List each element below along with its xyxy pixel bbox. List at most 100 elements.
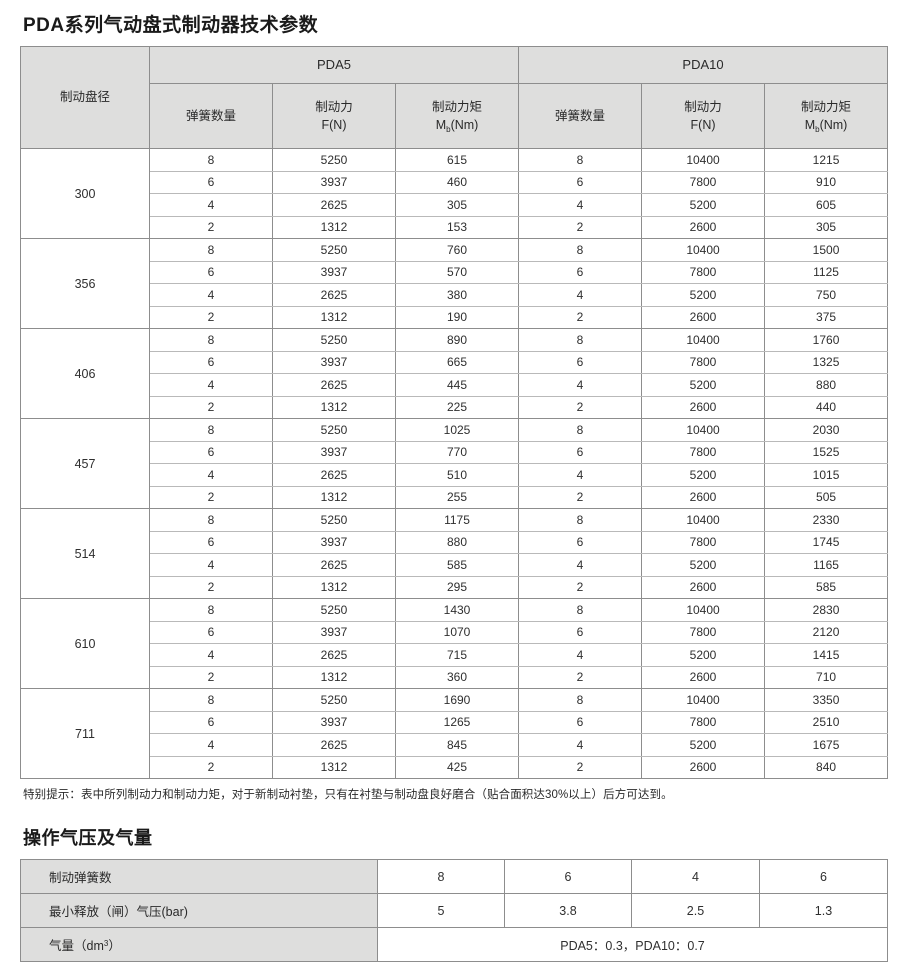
- pda10-springs-cell: 6: [518, 260, 643, 284]
- subheader-line1: 制动力: [684, 99, 722, 114]
- pda5-springs-cell: 2: [149, 755, 273, 779]
- pda5-springs-cell: 6: [149, 710, 273, 734]
- table-row: 711 8 5250 1690 8 10400 3350: [20, 688, 889, 779]
- pda10-springs-cell: 8: [518, 148, 643, 172]
- pda10-springs-cell: 4: [518, 553, 643, 577]
- header-row-groups: 制动盘径 PDA5 PDA10: [20, 46, 889, 149]
- pda5-torque-cell: 425: [394, 755, 520, 779]
- subheader-line2: F(N): [690, 118, 716, 132]
- pda10-force-cell: 2600: [641, 305, 766, 329]
- pressure-value: 3.8: [504, 893, 632, 928]
- column-header-diameter: 制动盘径: [20, 46, 150, 149]
- document-page: PDA系列气动盘式制动器技术参数 制动盘径 PDA5 PDA10 弹簧数量 制动: [0, 10, 907, 962]
- pda10-torque-cell: 440: [764, 395, 889, 419]
- pda5-torque-cell: 360: [394, 665, 520, 689]
- pda5-torque-cell: 1025: [394, 418, 520, 442]
- pda10-force-cell: 5200: [641, 643, 766, 667]
- table-row: 4 2625 305 4 5200 605: [21, 193, 889, 217]
- pda5-springs-cell: 4: [149, 283, 273, 307]
- pda5-force-cell: 5250: [272, 418, 396, 442]
- pda10-force-cell: 2600: [641, 665, 766, 689]
- pda5-springs-cell: 6: [149, 260, 273, 284]
- pda5-springs-cell: 6: [149, 350, 273, 374]
- pda5-torque-cell: 1690: [394, 688, 520, 712]
- diameter-cell: 514: [20, 508, 150, 599]
- pda5-force-cell: 2625: [272, 733, 396, 757]
- pda10-torque-cell: 1125: [764, 260, 889, 284]
- pda10-force-cell: 7800: [641, 260, 766, 284]
- pda10-springs-cell: 6: [518, 530, 643, 554]
- pda10-springs-cell: 6: [518, 620, 643, 644]
- pda5-springs-cell: 8: [149, 328, 273, 352]
- pda5-torque-cell: 880: [394, 530, 520, 554]
- pda10-torque-cell: 2030: [764, 418, 889, 442]
- pda10-springs-cell: 8: [518, 688, 643, 712]
- pda10-springs-cell: 6: [518, 710, 643, 734]
- pda5-springs-cell: 8: [149, 508, 273, 532]
- subheader-line1: 制动力: [315, 99, 353, 114]
- pda10-torque-cell: 1525: [764, 440, 889, 464]
- pda10-torque-cell: 880: [764, 373, 889, 397]
- pda10-force-cell: 5200: [641, 283, 766, 307]
- table-row-spring-count: 制动弹簧数 8 6 4 6: [20, 859, 888, 894]
- column-header-pda10-springs: 弹簧数量: [518, 83, 643, 149]
- table-row: 6 3937 1265 6 7800 2510: [21, 710, 889, 734]
- pda5-springs-cell: 6: [149, 440, 273, 464]
- spring-count-value: 6: [759, 859, 888, 894]
- pda10-force-cell: 10400: [641, 238, 766, 262]
- footnote: 特别提示：表中所列制动力和制动力矩，对于新制动衬垫，只有在衬垫与制动盘良好磨合（…: [23, 789, 673, 801]
- air-section-title: 操作气压及气量: [23, 828, 153, 848]
- pda5-force-cell: 3937: [272, 350, 396, 374]
- pda5-springs-cell: 6: [149, 170, 273, 194]
- table-row: 514 8 5250 1175 8 10400 2330: [20, 508, 889, 599]
- pda5-force-cell: 1312: [272, 665, 396, 689]
- table-row: 2 1312 153 2 2600 305: [21, 215, 889, 239]
- column-header-pda5-springs: 弹簧数量: [149, 83, 273, 149]
- pda10-springs-cell: 8: [518, 598, 643, 622]
- pda10-torque-cell: 910: [764, 170, 889, 194]
- pda5-springs-cell: 8: [149, 148, 273, 172]
- pda5-springs-cell: 4: [149, 463, 273, 487]
- pda10-torque-cell: 605: [764, 193, 889, 217]
- pda5-springs-cell: 8: [149, 598, 273, 622]
- column-header-pda5-force: 制动力 F(N): [272, 83, 396, 149]
- pda10-torque-cell: 305: [764, 215, 889, 239]
- table-row: 610 8 5250 1430 8 10400 2830: [20, 598, 889, 689]
- pda5-springs-cell: 2: [149, 305, 273, 329]
- pda10-torque-cell: 1745: [764, 530, 889, 554]
- pda10-torque-cell: 2330: [764, 508, 889, 532]
- pda10-springs-cell: 2: [518, 485, 643, 509]
- pda10-torque-cell: 2510: [764, 710, 889, 734]
- header-row-subcolumns: 弹簧数量 制动力 F(N) 制动力矩 Mb(Nm) 弹簧数量 制动力 F(N): [21, 83, 889, 149]
- table-row: 6 3937 770 6 7800 1525: [21, 440, 889, 464]
- column-group-pda5: PDA5: [148, 46, 520, 84]
- pda10-springs-cell: 2: [518, 215, 643, 239]
- pda5-force-cell: 3937: [272, 170, 396, 194]
- pda5-torque-cell: 305: [394, 193, 520, 217]
- pda5-force-cell: 5250: [272, 148, 396, 172]
- pda5-force-cell: 1312: [272, 575, 396, 599]
- pda5-torque-cell: 445: [394, 373, 520, 397]
- pda5-force-cell: 3937: [272, 710, 396, 734]
- pda5-torque-cell: 1430: [394, 598, 520, 622]
- table-row: 6 3937 570 6 7800 1125: [21, 260, 889, 284]
- diameter-cell: 457: [20, 418, 150, 509]
- column-group-pda10: PDA10: [518, 46, 889, 84]
- pda10-torque-cell: 3350: [764, 688, 889, 712]
- pda5-force-cell: 5250: [272, 688, 396, 712]
- pda5-springs-cell: 2: [149, 665, 273, 689]
- pda10-force-cell: 10400: [641, 688, 766, 712]
- pda10-torque-cell: 2830: [764, 598, 889, 622]
- pda10-springs-cell: 4: [518, 643, 643, 667]
- diameter-cell: 300: [20, 148, 150, 239]
- pda5-force-cell: 1312: [272, 305, 396, 329]
- table-row: 4 2625 585 4 5200 1165: [21, 553, 889, 577]
- pda5-torque-cell: 665: [394, 350, 520, 374]
- table-header: 制动盘径 PDA5 PDA10 弹簧数量 制动力 F(N) 制动力矩 Mb(Nm…: [20, 46, 889, 149]
- diameter-cell: 711: [20, 688, 150, 779]
- row-label-min-release-pressure: 最小释放（闸）气压(bar): [20, 893, 378, 928]
- pda5-torque-cell: 615: [394, 148, 520, 172]
- pda10-force-cell: 2600: [641, 485, 766, 509]
- spring-count-value: 6: [504, 859, 632, 894]
- pda5-force-cell: 2625: [272, 193, 396, 217]
